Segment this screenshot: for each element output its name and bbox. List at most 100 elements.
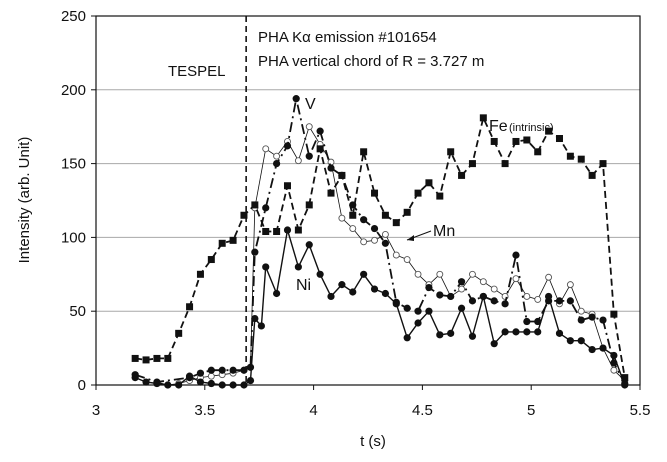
data-point bbox=[534, 328, 542, 336]
data-point bbox=[458, 171, 466, 179]
data-point bbox=[262, 145, 270, 153]
data-point bbox=[257, 322, 265, 330]
series-line bbox=[134, 229, 626, 386]
data-point bbox=[490, 297, 498, 305]
data-point bbox=[425, 307, 433, 315]
data-point bbox=[338, 281, 346, 289]
data-point bbox=[501, 328, 509, 336]
data-point bbox=[196, 378, 205, 386]
data-point bbox=[414, 270, 422, 278]
data-point bbox=[403, 304, 411, 312]
data-point bbox=[545, 273, 553, 281]
data-point bbox=[479, 278, 487, 286]
series-label-v: V bbox=[305, 96, 316, 113]
data-point bbox=[599, 160, 607, 168]
data-point bbox=[240, 211, 248, 219]
series-line bbox=[156, 125, 626, 386]
data-point bbox=[207, 379, 215, 388]
data-point bbox=[414, 189, 422, 197]
data-point bbox=[305, 152, 313, 160]
data-point bbox=[251, 201, 259, 209]
data-point bbox=[501, 160, 509, 168]
data-point bbox=[283, 142, 292, 150]
data-point bbox=[251, 248, 259, 256]
series-line bbox=[134, 98, 626, 384]
data-point bbox=[588, 345, 596, 354]
plot-frame bbox=[95, 15, 641, 386]
data-point bbox=[273, 289, 281, 298]
data-point bbox=[262, 263, 270, 271]
data-point bbox=[468, 332, 477, 340]
y-tick-label: 0 bbox=[78, 377, 86, 394]
x-tick-label: 5 bbox=[527, 402, 535, 419]
data-point bbox=[534, 295, 542, 303]
data-point bbox=[403, 208, 411, 216]
data-point bbox=[610, 310, 618, 318]
data-point bbox=[246, 376, 255, 385]
y-tick-label: 250 bbox=[61, 8, 86, 25]
series-label-ni: Ni bbox=[296, 277, 311, 294]
data-point bbox=[360, 148, 368, 156]
data-point bbox=[523, 317, 531, 326]
data-point bbox=[381, 239, 390, 247]
data-point bbox=[360, 270, 368, 278]
data-point bbox=[349, 288, 357, 296]
data-point bbox=[588, 313, 596, 321]
data-point bbox=[414, 307, 422, 315]
axis-layer: 0 50 100 150 200 250 3 3.5 4 4.5 5 5.5 bbox=[61, 8, 650, 419]
data-point bbox=[316, 270, 324, 278]
data-point bbox=[566, 152, 574, 160]
series-ni bbox=[131, 226, 629, 389]
data-point bbox=[381, 230, 389, 238]
data-point bbox=[577, 316, 585, 324]
data-point bbox=[327, 158, 335, 166]
data-point bbox=[545, 127, 553, 135]
data-point bbox=[292, 95, 300, 103]
data-point bbox=[545, 292, 553, 301]
x-tick-label: 3.5 bbox=[194, 402, 215, 419]
data-point bbox=[577, 155, 585, 163]
data-point bbox=[273, 227, 281, 235]
data-point bbox=[207, 366, 215, 374]
data-point bbox=[534, 317, 542, 326]
annotation-chord: PHA vertical chord of R = 3.727 m bbox=[258, 53, 484, 70]
data-point bbox=[305, 241, 313, 249]
data-point bbox=[316, 145, 324, 153]
data-point bbox=[610, 366, 618, 374]
data-point bbox=[251, 314, 259, 323]
y-axis-title: Intensity (arb. Unit) bbox=[16, 137, 33, 264]
data-point bbox=[218, 239, 226, 247]
data-point bbox=[599, 344, 607, 352]
data-point bbox=[436, 270, 444, 278]
data-point bbox=[370, 224, 379, 233]
series-label-fe-sub: (intrinsic) bbox=[509, 122, 554, 134]
data-point bbox=[610, 351, 618, 360]
data-point bbox=[381, 211, 389, 219]
data-point bbox=[164, 354, 172, 362]
data-point bbox=[349, 201, 357, 209]
data-point bbox=[512, 328, 520, 336]
data-point bbox=[338, 171, 346, 180]
data-point bbox=[425, 283, 433, 292]
data-point bbox=[273, 160, 281, 168]
data-point bbox=[305, 201, 313, 209]
data-point bbox=[588, 171, 596, 179]
data-point bbox=[305, 123, 313, 131]
data-point bbox=[185, 372, 194, 380]
data-point bbox=[360, 238, 368, 246]
data-point bbox=[468, 297, 477, 305]
data-point bbox=[392, 300, 400, 308]
data-point bbox=[153, 379, 161, 388]
data-point bbox=[246, 363, 255, 371]
annotation-tespel: TESPEL bbox=[168, 63, 226, 80]
x-axis-title: t (s) bbox=[360, 433, 386, 450]
data-point bbox=[294, 226, 302, 234]
data-point bbox=[447, 329, 455, 337]
data-point bbox=[371, 236, 378, 244]
data-point bbox=[273, 152, 281, 160]
data-point bbox=[534, 148, 542, 156]
data-point bbox=[381, 289, 390, 298]
data-point bbox=[512, 137, 520, 145]
data-point bbox=[403, 334, 411, 342]
